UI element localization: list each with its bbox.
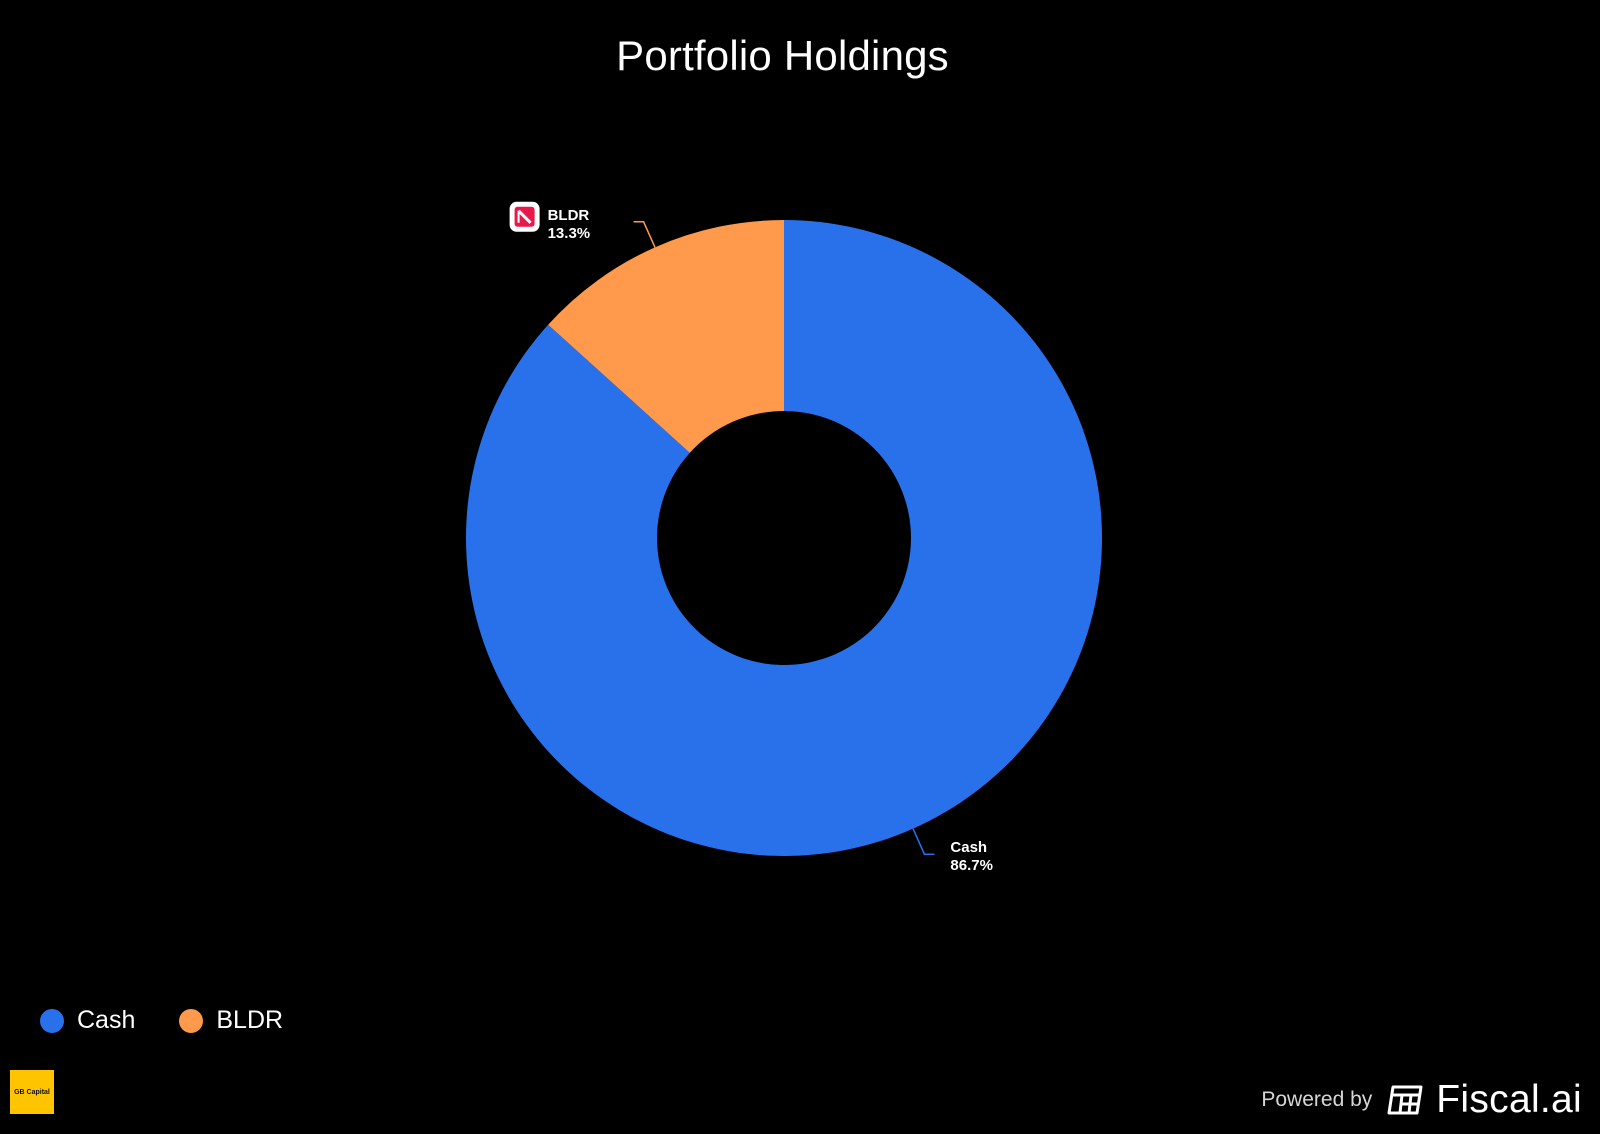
powered-by-badge[interactable]: Powered by Fiscal.ai bbox=[1261, 1078, 1582, 1122]
slice-label-value-bldr: 13.3% bbox=[548, 225, 591, 242]
chart-legend: Cash BLDR bbox=[40, 1006, 283, 1035]
legend-item-cash[interactable]: Cash bbox=[40, 1006, 135, 1035]
fiscal-ai-grid-icon bbox=[1387, 1085, 1423, 1115]
brand-logo: GB Capital bbox=[10, 1070, 54, 1114]
slice-label-name-cash: Cash bbox=[950, 839, 987, 856]
slice-label-name-bldr: BLDR bbox=[548, 207, 590, 224]
legend-item-bldr[interactable]: BLDR bbox=[179, 1006, 283, 1035]
slice-cash[interactable] bbox=[465, 220, 1102, 856]
brand-logo-text: GB Capital bbox=[14, 1088, 50, 1096]
bldr-company-icon bbox=[509, 201, 540, 232]
provider-name: Fiscal.ai bbox=[1436, 1078, 1582, 1121]
leader-line-bldr bbox=[633, 221, 656, 248]
legend-label-cash: Cash bbox=[77, 1006, 136, 1034]
chart-title: Portfolio Holdings bbox=[616, 32, 949, 79]
legend-label-bldr: BLDR bbox=[216, 1006, 284, 1034]
powered-by-label: Powered by bbox=[1261, 1088, 1373, 1111]
legend-swatch-cash bbox=[40, 1008, 64, 1033]
slice-bldr[interactable] bbox=[548, 220, 784, 453]
leader-line-cash bbox=[912, 828, 935, 855]
legend-swatch-bldr bbox=[179, 1008, 204, 1033]
slice-label-value-cash: 86.7% bbox=[950, 857, 993, 874]
